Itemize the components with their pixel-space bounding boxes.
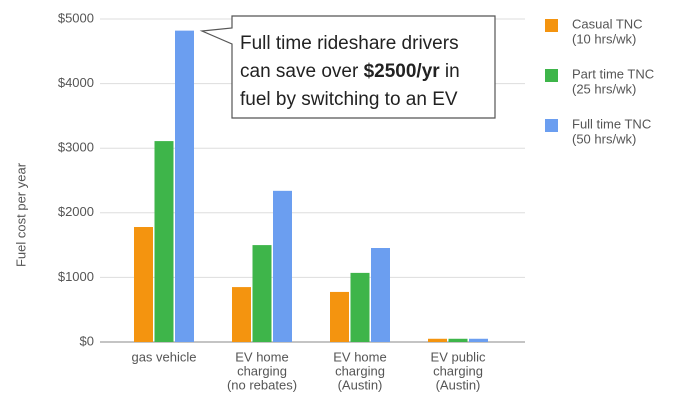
bar bbox=[330, 291, 349, 342]
x-tick-label: EV public bbox=[431, 349, 486, 364]
callout-box bbox=[199, 15, 496, 119]
bar bbox=[175, 30, 194, 343]
y-tick-label: $1000 bbox=[58, 269, 94, 284]
annotation-text: Full time rideshare drivers bbox=[240, 33, 459, 54]
x-tick-label: gas vehicle bbox=[131, 349, 196, 364]
y-axis-label: Fuel cost per year bbox=[13, 162, 28, 267]
x-tick-label: EV home bbox=[333, 349, 386, 364]
bar bbox=[428, 338, 447, 342]
bar bbox=[371, 248, 390, 342]
y-tick-label: $5000 bbox=[58, 10, 94, 25]
legend-swatch bbox=[545, 119, 558, 132]
bar bbox=[232, 287, 251, 342]
legend-label: Part time TNC bbox=[572, 66, 654, 81]
bar bbox=[134, 227, 153, 342]
annotation-bold: $2500/yr bbox=[364, 61, 441, 82]
x-tick-label: (Austin) bbox=[338, 377, 383, 392]
bar bbox=[350, 272, 370, 342]
legend-label: Full time TNC bbox=[572, 116, 651, 131]
x-tick-label: charging bbox=[237, 363, 287, 378]
legend-label: (50 hrs/wk) bbox=[572, 131, 636, 146]
annotation-text: can save over $2500/yr in bbox=[240, 61, 460, 82]
y-tick-label: $4000 bbox=[58, 75, 94, 90]
y-tick-label: $3000 bbox=[58, 140, 94, 155]
plot: $0 $1000 $2000 $3000 $4000 $5000 gas vehicle EV… bbox=[58, 10, 654, 392]
bar bbox=[154, 141, 174, 342]
x-tick-label: charging bbox=[335, 363, 385, 378]
legend-label: (25 hrs/wk) bbox=[572, 81, 636, 96]
legend-swatch bbox=[545, 69, 558, 82]
legend-label: Casual TNC bbox=[572, 16, 643, 31]
bar bbox=[448, 338, 468, 342]
x-tick-label: charging bbox=[433, 363, 483, 378]
x-tick-label: (Austin) bbox=[436, 377, 481, 392]
y-tick-label: $2000 bbox=[58, 204, 94, 219]
x-tick-label: (no rebates) bbox=[227, 377, 297, 392]
legend-label: (10 hrs/wk) bbox=[572, 31, 636, 46]
annotation-text: can save over bbox=[240, 61, 364, 82]
y-tick-label: $0 bbox=[80, 333, 94, 348]
bar bbox=[273, 190, 292, 342]
x-tick-label: EV home bbox=[235, 349, 288, 364]
annotation-text: fuel by switching to an EV bbox=[240, 89, 458, 110]
legend-swatch bbox=[545, 19, 558, 32]
annotation-text: in bbox=[440, 61, 460, 82]
bar bbox=[252, 245, 272, 342]
bar bbox=[469, 338, 488, 342]
